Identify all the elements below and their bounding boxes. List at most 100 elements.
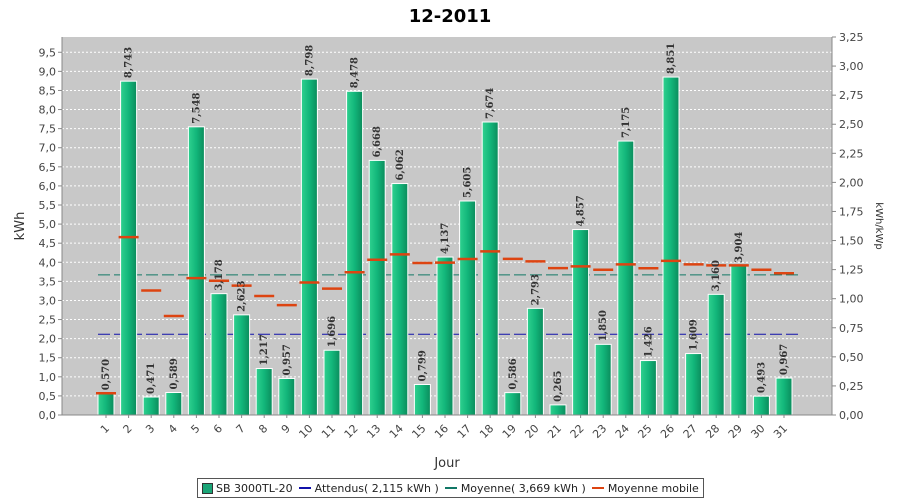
bar <box>594 343 612 416</box>
y2-tick-label: 2,50 <box>839 118 864 131</box>
x-tick-label: 24 <box>613 422 632 441</box>
x-tick-label: 16 <box>432 422 451 441</box>
data-label: 0,967 <box>779 344 790 375</box>
y2-tick-label: 0,00 <box>839 409 864 422</box>
x-tick-label: 17 <box>455 422 474 441</box>
data-label: 1,850 <box>598 310 609 341</box>
y2-tick-label: 1,50 <box>839 235 864 248</box>
y2-tick-label: 1,25 <box>839 264 864 277</box>
legend-label-average: Moyenne( 3,669 kWh ) <box>460 481 586 495</box>
bar <box>391 183 409 416</box>
x-tick-label: 7 <box>234 422 248 436</box>
bar <box>572 229 590 416</box>
y-tick-label: 4,0 <box>39 256 57 269</box>
y-tick-label: 2,0 <box>39 333 57 346</box>
x-tick-label: 9 <box>279 422 293 436</box>
y2-axis-title: kWh/kWp <box>873 202 884 249</box>
legend-swatch-production <box>202 482 213 494</box>
data-label: 7,674 <box>485 88 496 119</box>
x-tick-label: 4 <box>166 422 180 436</box>
bar <box>730 265 748 416</box>
y2-tick-label: 1,00 <box>839 293 864 306</box>
x-tick-label: 14 <box>387 422 406 441</box>
x-tick-label: 10 <box>296 422 315 441</box>
data-label: 8,851 <box>666 43 677 74</box>
data-label: 1,217 <box>259 334 270 365</box>
bar <box>707 293 725 416</box>
bar <box>752 395 770 416</box>
bar <box>617 140 635 416</box>
bar <box>97 392 115 416</box>
y2-tick-label: 0,75 <box>839 322 864 335</box>
data-label: 8,798 <box>304 45 315 76</box>
y2-tick-label: 0,50 <box>839 351 864 364</box>
bar <box>526 307 544 416</box>
y-tick-label: 6,0 <box>39 180 57 193</box>
y-tick-label: 8,5 <box>39 84 57 97</box>
y-tick-label: 8,0 <box>39 104 57 117</box>
data-label: 1,426 <box>643 326 654 357</box>
x-tick-label: 27 <box>681 422 700 441</box>
y2-tick-label: 3,25 <box>839 31 864 44</box>
data-label: 3,178 <box>214 259 225 290</box>
y-tick-label: 5,0 <box>39 218 57 231</box>
x-tick-label: 15 <box>409 422 428 441</box>
data-label: 6,668 <box>372 126 383 157</box>
bar <box>233 314 251 416</box>
x-tick-label: 21 <box>545 422 564 441</box>
x-tick-label: 20 <box>522 422 541 441</box>
legend-item-average: Moyenne( 3,669 kWh ) <box>444 481 586 495</box>
y-tick-label: 7,5 <box>39 123 57 136</box>
x-tick-label: 2 <box>121 422 135 436</box>
x-tick-label: 23 <box>590 422 609 441</box>
y-tick-label: 2,5 <box>39 314 57 327</box>
y2-tick-label: 0,25 <box>839 380 864 393</box>
data-label: 7,548 <box>191 92 202 123</box>
y-tick-label: 4,5 <box>39 237 57 250</box>
y-tick-label: 1,5 <box>39 352 57 365</box>
x-tick-label: 25 <box>635 422 654 441</box>
legend-item-moving-average: Moyenne mobile <box>591 482 699 495</box>
x-tick-label: 13 <box>364 422 383 441</box>
legend-item-production: SB 3000TL-20 <box>202 482 293 495</box>
data-label: 6,062 <box>395 149 406 180</box>
x-tick-label: 28 <box>703 422 722 441</box>
x-tick-label: 26 <box>658 422 677 441</box>
x-tick-label: 1 <box>98 422 112 436</box>
y2-tick-label: 2,00 <box>839 176 864 189</box>
data-label: 0,799 <box>417 350 428 381</box>
data-label: 1,696 <box>327 316 338 347</box>
bar <box>685 353 703 416</box>
bar <box>549 404 567 416</box>
legend-swatch-expected <box>298 487 311 489</box>
chart-title: 12-2011 <box>409 6 492 27</box>
y-tick-label: 5,5 <box>39 199 57 212</box>
data-label: 0,586 <box>508 358 519 389</box>
data-label: 2,793 <box>530 274 541 305</box>
bar <box>323 349 341 416</box>
bar <box>775 377 793 416</box>
x-tick-label: 19 <box>500 422 519 441</box>
y2-tick-label: 2,75 <box>839 89 864 102</box>
y-tick-label: 0,5 <box>39 390 57 403</box>
bar <box>278 377 296 416</box>
data-label: 4,857 <box>576 195 587 226</box>
bar <box>436 256 454 416</box>
x-tick-label: 31 <box>771 422 790 441</box>
legend: SB 3000TL-20 Attendus( 2,115 kWh ) Moyen… <box>197 478 704 498</box>
x-tick-label: 30 <box>748 422 767 441</box>
data-label: 8,478 <box>350 57 361 88</box>
x-axis-title: Jour <box>433 456 460 471</box>
x-tick-label: 11 <box>319 422 338 441</box>
data-label: 0,570 <box>101 359 112 390</box>
data-label: 0,957 <box>282 344 293 375</box>
bar <box>504 392 522 416</box>
x-tick-label: 22 <box>568 422 587 441</box>
y2-tick-label: 2,25 <box>839 147 864 160</box>
y-tick-label: 9,0 <box>39 65 57 78</box>
data-label: 0,493 <box>756 362 767 393</box>
bar <box>187 126 205 416</box>
y-axis-title: kWh <box>13 212 28 241</box>
bar <box>165 392 183 416</box>
